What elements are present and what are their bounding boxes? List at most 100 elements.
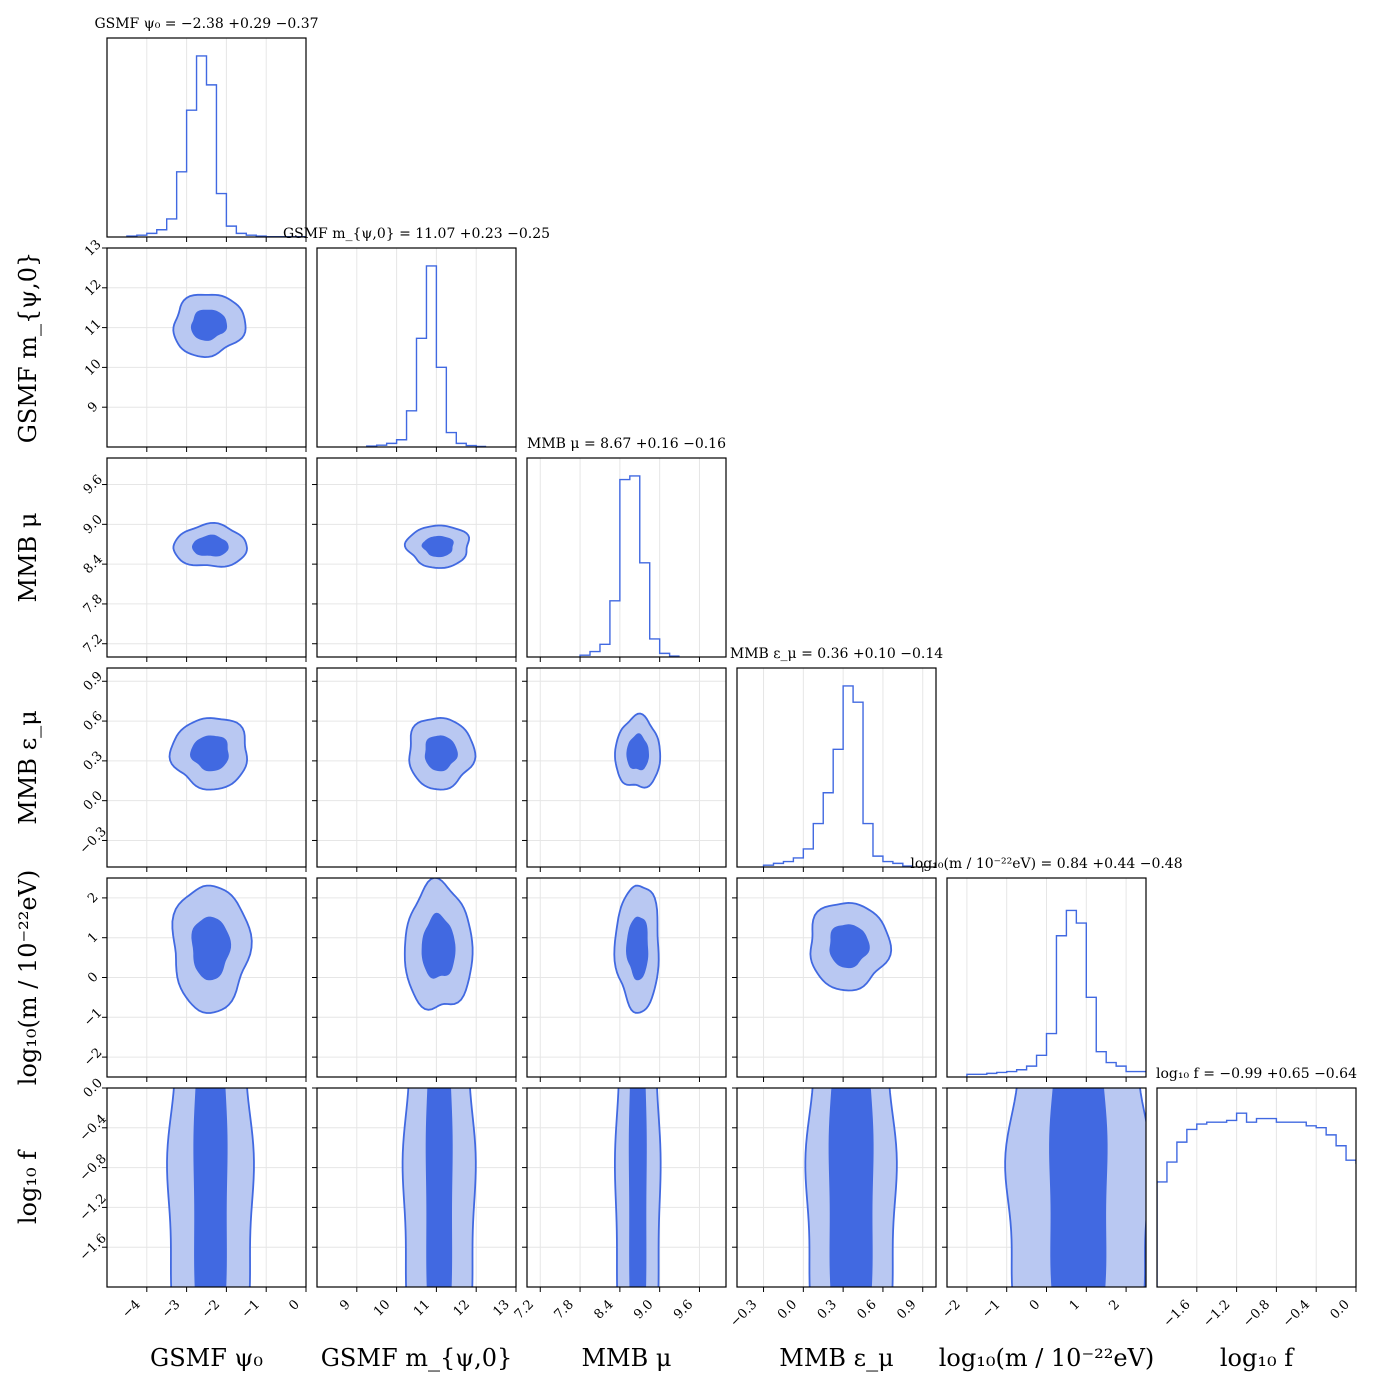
y-tick-label: 7.8 xyxy=(81,592,106,617)
x-tick-label: −1.6 xyxy=(1161,1297,1194,1330)
x-tick-label: 10 xyxy=(371,1297,393,1319)
panel-frame xyxy=(106,247,307,448)
histogram-logm xyxy=(966,909,1146,1077)
histogram-psi0 xyxy=(126,55,306,237)
x-tick-label: 0 xyxy=(286,1297,302,1313)
panel-frame xyxy=(106,1087,307,1288)
panel-psi0-vs-psi0: GSMF ψ₀ = −2.38 +0.29 −0.37 xyxy=(94,16,319,242)
panel-title-logm: log₁₀(m / 10⁻²²eV) = 0.84 +0.44 −0.48 xyxy=(910,856,1182,872)
contour-1sigma xyxy=(192,534,229,557)
y-tick-label: 0 xyxy=(85,970,101,986)
contour-1sigma xyxy=(425,1088,453,1287)
x-tick-label: 9.0 xyxy=(631,1297,656,1322)
y-tick-label: 13 xyxy=(82,237,104,259)
x-tick-label: 0.0 xyxy=(775,1297,800,1322)
x-tick-label: −0.3 xyxy=(727,1297,760,1330)
panel-logf-vs-psi0: −4 −3 −2 −1 0−1.6−1.2−0.8−0.40.0 xyxy=(77,1076,307,1321)
contour-1sigma xyxy=(191,916,232,981)
contour-1sigma xyxy=(626,916,649,981)
panel-eps-vs-mpsi0 xyxy=(312,667,517,872)
histogram-logf xyxy=(1157,1112,1356,1287)
x-tick-label: −1 xyxy=(239,1297,263,1321)
x-tick-label: −1.2 xyxy=(1200,1297,1233,1330)
y-tick-label: 9.0 xyxy=(81,512,106,537)
panel-frame xyxy=(1156,1087,1357,1288)
panel-logm-vs-mu xyxy=(522,877,727,1082)
y-tick-label: 0.0 xyxy=(81,1076,106,1101)
y-tick-label: 12 xyxy=(82,277,104,299)
x-axis-label-mpsi0: GSMF m_{ψ,0} xyxy=(321,1344,512,1372)
y-tick-label: 0.0 xyxy=(81,788,106,813)
contour-1sigma xyxy=(424,735,458,772)
x-tick-label: 9.6 xyxy=(671,1297,696,1322)
x-axis-label-psi0: GSMF ψ₀ xyxy=(150,1344,263,1372)
panel-frame xyxy=(316,457,517,658)
y-axis-label-logf: log₁₀ f xyxy=(14,1149,42,1224)
panel-logf-vs-logm: −2 −1 0 1 2 xyxy=(940,1087,1147,1321)
contour-1sigma xyxy=(421,912,456,979)
contour-1sigma xyxy=(829,924,870,969)
y-axis-label-logm: log₁₀(m / 10⁻²²eV) xyxy=(14,870,42,1086)
panel-logf-vs-logf: log₁₀ f = −0.99 +0.65 −0.64 −1.6 −1.2 −0.8−… xyxy=(1156,1066,1357,1330)
y-tick-label: 10 xyxy=(82,357,104,379)
y-tick-label: 0.6 xyxy=(81,709,106,734)
x-tick-label: 12 xyxy=(451,1297,473,1319)
y-tick-label: 7.2 xyxy=(81,631,106,656)
y-axis-label-mpsi0: GSMF m_{ψ,0} xyxy=(14,252,42,443)
x-tick-label: −4 xyxy=(119,1297,143,1321)
contour-1sigma xyxy=(421,535,454,558)
panel-logm-vs-eps xyxy=(732,877,937,1082)
x-tick-label: 1 xyxy=(1067,1297,1083,1313)
x-tick-label: −3 xyxy=(159,1297,183,1321)
panel-frame xyxy=(526,1087,727,1288)
x-tick-label: 0 xyxy=(1027,1297,1043,1313)
panel-frame xyxy=(736,1087,937,1288)
panel-title-psi0: GSMF ψ₀ = −2.38 +0.29 −0.37 xyxy=(94,16,318,32)
contour-1sigma xyxy=(628,1088,647,1287)
x-tick-label: 0.3 xyxy=(815,1297,840,1322)
x-tick-label: −1 xyxy=(979,1297,1003,1321)
panel-title-mpsi0: GSMF m_{ψ,0} = 11.07 +0.23 −0.25 xyxy=(283,226,550,242)
x-tick-label: 11 xyxy=(411,1297,433,1319)
x-axis-label-logf: log₁₀ f xyxy=(1220,1344,1295,1372)
contour-1sigma xyxy=(1049,1088,1108,1287)
panel-logm-vs-psi0: −2 −1 0 1 2 xyxy=(81,877,307,1082)
panel-eps-vs-mu xyxy=(522,667,727,872)
panel-logf-vs-eps: −0.3 0.0 0.3 0.6 0.9 xyxy=(727,1087,937,1330)
contour-1sigma xyxy=(190,735,229,772)
x-axis-label-eps: MMB ε_μ xyxy=(779,1344,893,1372)
y-tick-label: 8.4 xyxy=(81,552,106,577)
x-tick-label: 7.2 xyxy=(512,1297,537,1322)
x-tick-label: 0.6 xyxy=(855,1297,880,1322)
panel-frame xyxy=(106,667,307,868)
panel-frame xyxy=(106,457,307,658)
panel-frame xyxy=(316,247,517,448)
y-axis-label-eps: MMB ε_μ xyxy=(14,710,42,824)
panel-title-eps: MMB ε_μ = 0.36 +0.10 −0.14 xyxy=(730,646,943,662)
panel-logf-vs-mu: 7.2 7.8 8.4 9.0 9.6 xyxy=(512,1087,727,1322)
panel-frame xyxy=(106,37,307,238)
x-tick-label: 0.9 xyxy=(894,1297,919,1322)
y-tick-label: 1 xyxy=(85,930,101,946)
panel-mpsi0-vs-psi0: 9 10 11 12 13 xyxy=(82,237,307,452)
x-tick-label: −0.4 xyxy=(1280,1297,1313,1330)
x-axis-label-logm: log₁₀(m / 10⁻²²eV) xyxy=(939,1344,1155,1372)
panel-title-logf: log₁₀ f = −0.99 +0.65 −0.64 xyxy=(1156,1066,1357,1082)
panel-eps-vs-eps: MMB ε_μ = 0.36 +0.10 −0.14 xyxy=(730,646,943,872)
panel-logm-vs-mpsi0 xyxy=(312,877,517,1082)
contour-1sigma xyxy=(626,733,649,771)
panel-logf-vs-mpsi0: 9 10 11 12 13 xyxy=(312,1087,517,1320)
contour-1sigma xyxy=(828,1088,874,1287)
y-tick-label: −2 xyxy=(81,1045,105,1069)
x-tick-label: 0.0 xyxy=(1328,1297,1353,1322)
x-axis-label-mu: MMB μ xyxy=(581,1344,671,1372)
panel-mpsi0-vs-mpsi0: GSMF m_{ψ,0} = 11.07 +0.23 −0.25 xyxy=(283,226,550,452)
y-tick-label: 11 xyxy=(82,317,104,339)
y-tick-label: 0.9 xyxy=(81,669,106,694)
panel-frame xyxy=(526,667,727,868)
x-tick-label: 7.8 xyxy=(552,1297,577,1322)
contour-1sigma xyxy=(193,1088,228,1287)
panel-frame xyxy=(526,457,727,658)
histogram-eps xyxy=(762,685,913,867)
